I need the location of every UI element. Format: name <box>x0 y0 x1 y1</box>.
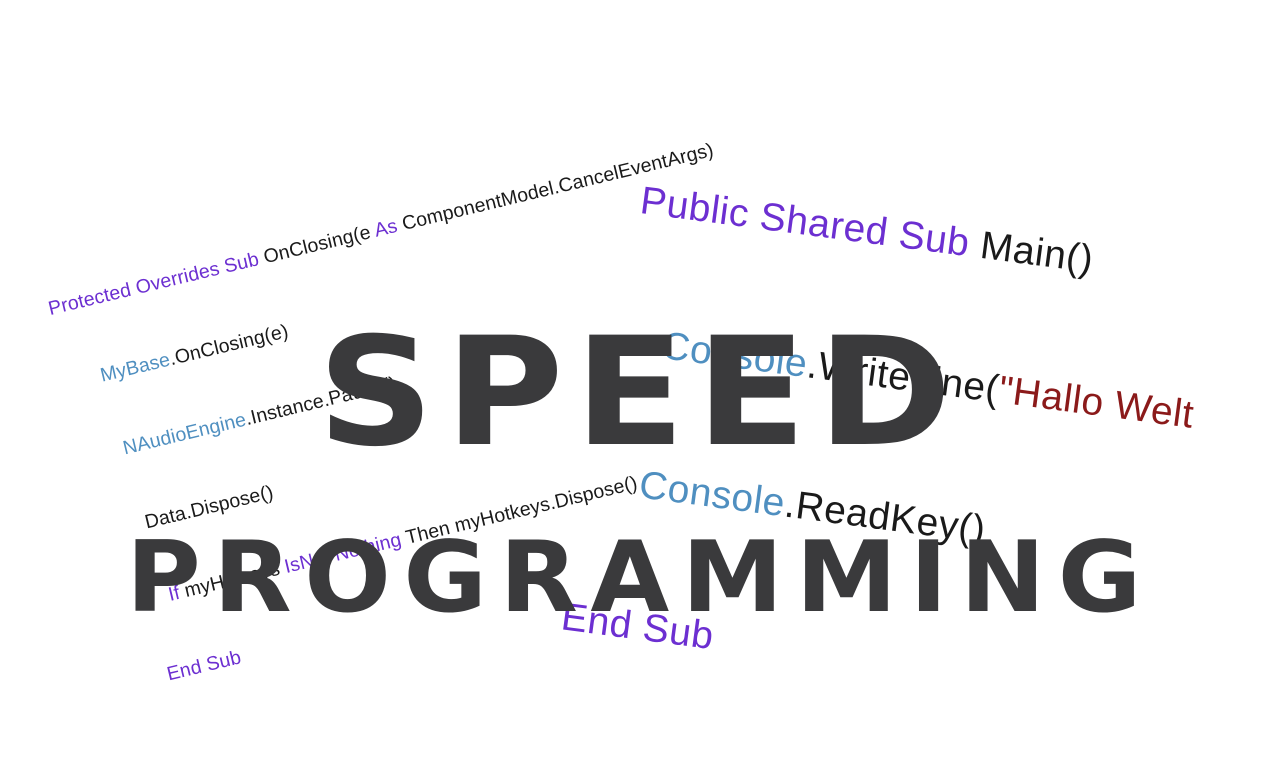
code-keyword: Public Shared Sub <box>637 179 973 266</box>
code-line: Public Shared Sub Main() <box>638 177 1216 299</box>
title-programming: PROGRAMMING <box>126 521 1154 635</box>
title-speed: SPEED <box>317 306 963 480</box>
code-text: OnClosing(e <box>256 220 378 270</box>
code-keyword: Protected Overrides Sub <box>46 248 262 320</box>
code-text: Main() <box>966 222 1096 282</box>
code-keyword: End Sub <box>164 645 244 685</box>
